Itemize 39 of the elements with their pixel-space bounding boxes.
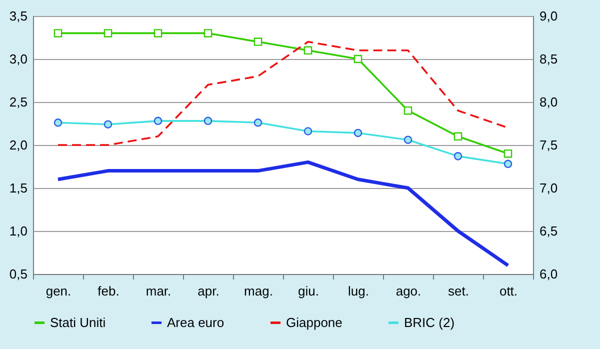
x-tick-label: mag. [244,284,273,298]
y-tick-label: 3,5 [9,8,28,24]
point [204,29,212,38]
y2-tick-label: 6,5 [540,224,558,238]
point [54,29,62,38]
legend-label: Giappone [286,314,342,330]
x-tick-label: lug. [348,284,369,298]
point [254,38,262,46]
point [404,106,412,115]
x-tick-label: giu. [298,284,319,298]
x-tick-label: gen. [46,284,72,298]
point [454,132,462,141]
legend-label: Area euro [167,314,224,330]
y-tick-label: 3,0 [9,52,28,66]
point [354,54,362,64]
y-tick-label: 1,0 [9,224,28,238]
y-tick-label: 1,5 [9,180,28,196]
y2-tick-label: 8,0 [540,94,558,110]
y-tick-label: 2,0 [9,138,28,152]
point [504,149,512,158]
point [304,46,312,55]
y2-tick-label: 9,0 [540,8,558,24]
point [154,29,162,38]
x-tick-label: feb. [98,284,120,298]
x-tick-label: mar. [146,284,172,298]
y-tick-label: 0,5 [9,266,28,282]
y2-tick-label: 7,5 [540,138,558,152]
line-series [56,160,510,268]
point [104,29,112,38]
y-tick-label: 2,5 [9,94,28,110]
x-tick-label: set. [448,284,469,298]
x-tick-label: ago. [396,284,422,298]
x-tick-label: apr. [198,284,220,298]
legend-label: Stati Uniti [50,314,106,330]
y2-tick-label: 7,0 [540,180,558,196]
y2-tick-label: 8,5 [540,52,558,66]
x-tick-label: ott. [499,284,518,298]
legend-label: BRIC (2) [404,314,455,330]
y2-tick-label: 6,0 [540,266,558,282]
